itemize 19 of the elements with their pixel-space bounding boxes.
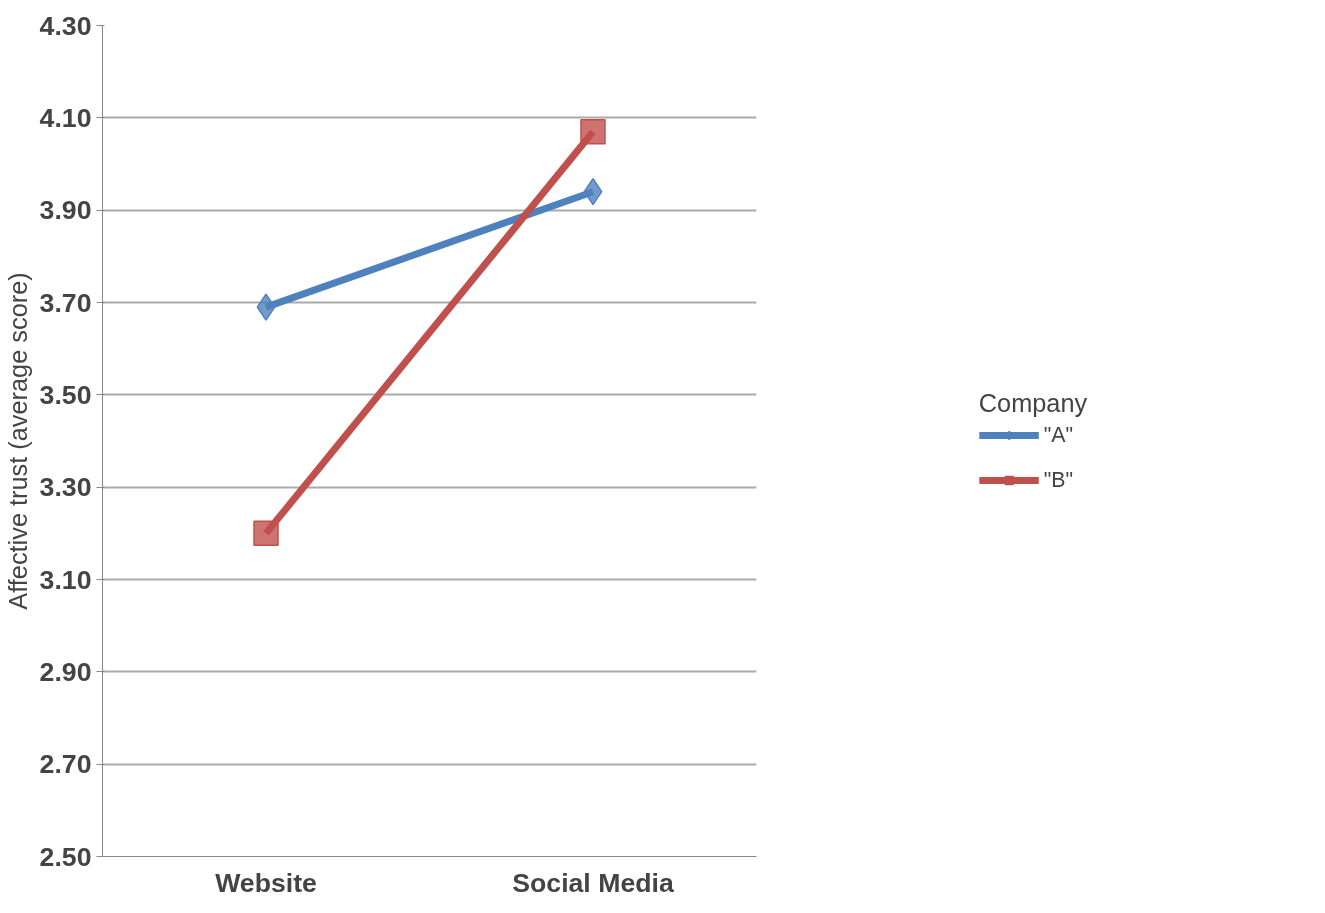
y-tick-label: 2.50 (39, 841, 92, 872)
y-tick-label: 3.10 (39, 564, 92, 595)
legend-label: "B" (1043, 467, 1074, 493)
y-tick-label: 3.50 (39, 379, 92, 410)
y-tick-label: 2.90 (39, 656, 92, 687)
point (256, 293, 276, 321)
y-tick-label: 3.70 (39, 287, 92, 318)
y-tick-label: 3.30 (39, 472, 92, 503)
y-axis-title: Affective trust (average score) (3, 272, 32, 610)
x-tick-label: Website (215, 867, 317, 898)
y-tick-label: 4.10 (39, 102, 92, 133)
y-tick-label: 2.70 (39, 749, 92, 780)
point (253, 520, 279, 547)
y-tick-label: 3.90 (39, 195, 92, 226)
legend-title: Company (978, 388, 1088, 418)
legend-label: "A" (1043, 422, 1074, 448)
y-tick-label: 4.30 (39, 10, 92, 41)
x-tick-label: Social Media (512, 867, 674, 898)
point (580, 118, 606, 145)
